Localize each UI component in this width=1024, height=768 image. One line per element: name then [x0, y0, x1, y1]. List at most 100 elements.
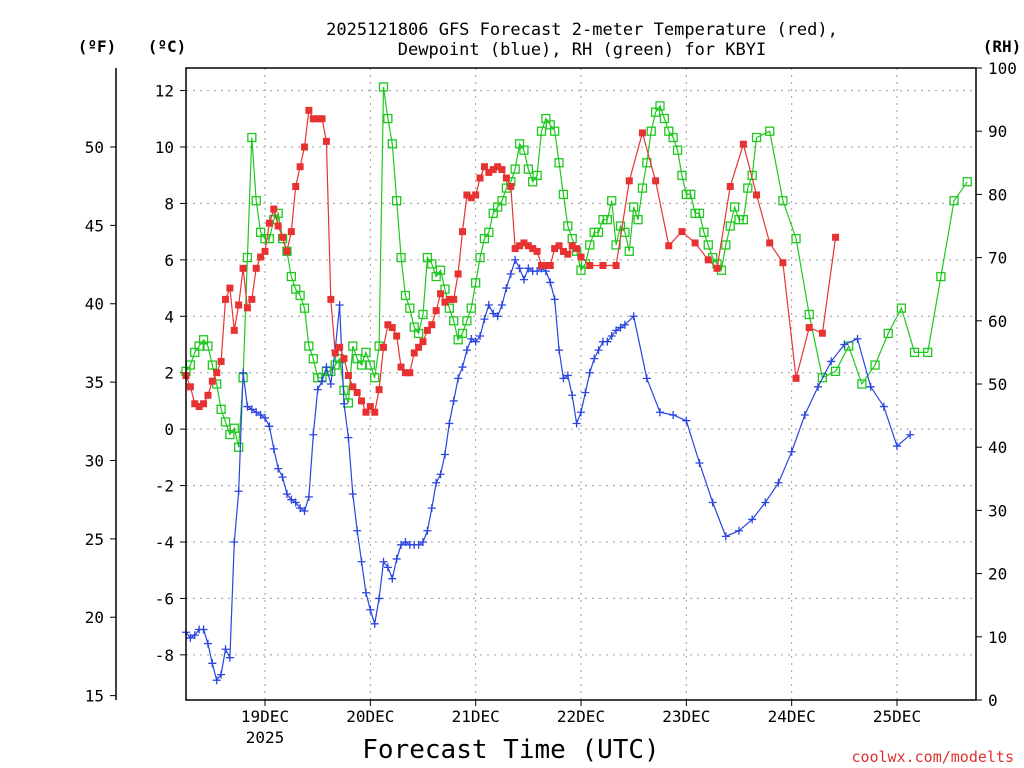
fahrenheit-tick-label: 25 — [85, 530, 104, 549]
dewpoint-point — [581, 388, 590, 397]
rh-tick-label: 60 — [988, 312, 1007, 331]
relative-humidity-point — [457, 328, 468, 339]
dewpoint-point — [340, 399, 348, 408]
2-meter-temperature-point — [665, 242, 673, 250]
2-meter-temperature-point — [388, 324, 396, 332]
series-relative-humidity — [181, 82, 972, 452]
2-meter-temperature-point — [625, 177, 633, 185]
fahrenheit-axis-ticks: 15 20 25 30 35 40 45 50 — [85, 138, 116, 706]
dewpoint-point — [419, 538, 427, 546]
relative-humidity-point — [286, 271, 296, 282]
relative-humidity-point — [765, 126, 775, 136]
dewpoint-point — [436, 470, 445, 479]
rh-axis-ticks: 0 10 20 30 40 50 60 70 80 90 100 — [976, 59, 1017, 710]
relative-humidity-point — [558, 189, 569, 200]
dewpoint-point — [379, 557, 388, 566]
2-meter-temperature-point — [366, 403, 374, 411]
relative-humidity-point — [207, 360, 217, 370]
time-tick-label: 19DEC — [241, 707, 289, 726]
relative-humidity-point — [251, 196, 261, 206]
2-meter-temperature-point — [516, 242, 524, 250]
relative-humidity-point — [743, 183, 753, 193]
2-meter-temperature-point — [371, 408, 379, 416]
fahrenheit-tick-label: 35 — [85, 373, 104, 392]
relative-humidity-point — [936, 271, 946, 282]
dewpoint-point — [291, 498, 300, 507]
dewpoint-point — [221, 645, 230, 654]
dewpoint-point — [629, 312, 638, 321]
relative-humidity-point — [611, 240, 621, 250]
dewpoint-point — [199, 625, 208, 634]
dewpoint-point — [274, 464, 283, 473]
2-meter-temperature-point — [423, 326, 431, 334]
2-meter-temperature-point — [691, 239, 699, 247]
dewpoint-point — [212, 676, 221, 685]
2-meter-temperature-point — [252, 264, 260, 272]
relative-humidity-point — [308, 354, 318, 364]
rh-tick-label: 40 — [988, 438, 1007, 457]
dewpoint-point — [616, 323, 625, 332]
dewpoint-point — [432, 478, 441, 487]
2-meter-temperature-point — [380, 343, 387, 351]
2-meter-temperature-point — [186, 383, 194, 391]
relative-humidity-point — [817, 373, 828, 383]
dewpoint-point — [721, 532, 730, 541]
2-meter-temperature-point — [818, 329, 826, 337]
2-meter-temperature-point — [832, 233, 840, 241]
2-meter-temperature-point — [301, 143, 308, 151]
dewpoint-point — [344, 433, 353, 442]
dewpoint-point — [375, 594, 384, 603]
dewpoint-point — [370, 619, 379, 628]
dewpoint-point — [225, 653, 234, 662]
2-meter-temperature-point — [586, 262, 594, 269]
2-meter-temperature-point — [327, 295, 335, 303]
2-meter-temperature-point — [415, 343, 423, 351]
2-meter-temperature-point — [652, 177, 660, 185]
relative-humidity-point — [510, 164, 520, 174]
2-meter-temperature-point — [502, 174, 510, 182]
2-meter-temperature-point — [480, 163, 488, 171]
dewpoint-point — [489, 309, 498, 318]
2-meter-temperature-point — [226, 284, 234, 292]
celsius-tick-label: -6 — [155, 589, 174, 608]
dewpoint-point — [449, 396, 458, 405]
2-meter-temperature-point — [428, 321, 436, 329]
relative-humidity-point — [400, 290, 411, 301]
rh-tick-label: 90 — [988, 122, 1007, 141]
relative-humidity-point — [484, 227, 494, 237]
dewpoint-point — [555, 346, 564, 355]
dewpoint-point — [230, 538, 239, 546]
2-meter-temperature-point — [331, 349, 339, 357]
relative-humidity-point — [677, 170, 687, 181]
dewpoint-point — [506, 269, 515, 278]
2-meter-temperature-point — [559, 247, 567, 255]
dewpoint-point — [296, 504, 305, 513]
dewpoint-point — [498, 301, 506, 309]
2-meter-temperature-point — [309, 115, 317, 123]
relative-humidity-point — [220, 417, 231, 427]
dewpoint-point — [695, 459, 704, 467]
fahrenheit-tick-label: 45 — [85, 216, 104, 235]
dewpoint-point — [208, 659, 217, 668]
2-meter-temperature-point — [243, 304, 251, 312]
2-meter-temperature-point — [318, 115, 326, 123]
dewpoint-point — [511, 255, 520, 264]
dewpoint-point — [471, 337, 480, 346]
fahrenheit-tick-label: 20 — [85, 608, 104, 627]
dewpoint-point — [458, 363, 467, 372]
2-meter-temperature-point — [542, 262, 550, 269]
dewpoint-point — [761, 498, 770, 507]
dewpoint-point — [445, 419, 454, 428]
relative-humidity-point — [830, 366, 841, 377]
dewpoint-point — [423, 526, 432, 535]
relative-humidity-point — [804, 309, 814, 320]
dewpoint-point — [620, 320, 629, 329]
2-meter-temperature-point — [524, 242, 532, 250]
dewpoint-point — [840, 340, 849, 349]
celsius-tick-label: 6 — [164, 251, 174, 270]
2-meter-temperature-point — [573, 245, 581, 253]
dewpoint-point — [186, 633, 195, 642]
2-meter-temperature-point — [459, 228, 466, 236]
relative-humidity-point — [857, 379, 867, 389]
